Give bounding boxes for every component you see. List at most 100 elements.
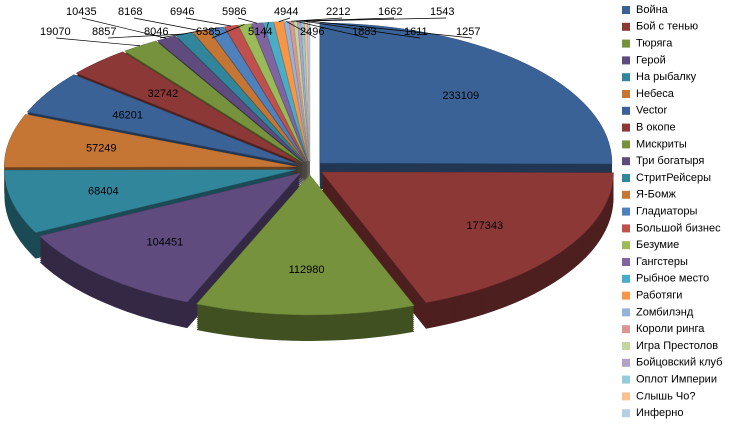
legend-label: Война (636, 4, 669, 16)
slice (26, 74, 299, 165)
legend-label: Я-Бомж (636, 189, 677, 201)
legend-label: СтритРейсеры (636, 172, 711, 184)
leader-line (278, 17, 291, 23)
leader-line (302, 20, 421, 39)
data-label: 5144 (248, 26, 272, 38)
slice (273, 21, 309, 162)
data-label: 68404 (88, 186, 119, 198)
legend-swatch (622, 174, 630, 182)
legend-label: Безумие (636, 239, 679, 251)
legend-swatch (622, 224, 630, 233)
legend-swatch (622, 6, 630, 14)
data-label: 8046 (144, 26, 168, 38)
slice (4, 169, 297, 233)
leader-line (133, 17, 201, 32)
legend-swatch (622, 409, 630, 418)
legend-label: В окопе (636, 122, 676, 134)
data-label: 10435 (66, 6, 97, 18)
slice (75, 51, 301, 164)
leader-line (305, 17, 447, 22)
legend-label: Оплот Империи (636, 374, 717, 386)
slice (196, 174, 415, 316)
legend-swatch (622, 241, 630, 250)
slice (39, 172, 302, 303)
data-label: 46201 (112, 109, 143, 121)
data-label: 6385 (196, 26, 220, 38)
legend-swatch (622, 90, 630, 98)
legend-swatch (622, 56, 630, 65)
leader-line (211, 24, 245, 39)
leader-line (185, 17, 232, 27)
legend-label: Короли ринга (636, 323, 705, 335)
legend-label: Тюряга (636, 38, 673, 50)
legend-label: Работяги (636, 290, 682, 302)
legend-label: Рыбное место (636, 273, 709, 285)
leader-line (81, 17, 167, 39)
legend-label: Игра Престолов (636, 340, 718, 352)
legend-label: Гангстеры (636, 256, 688, 268)
legend-label: Бой с тенью (636, 21, 698, 33)
legend-swatch (622, 22, 630, 31)
legend-swatch (622, 73, 630, 82)
leader-line (159, 27, 217, 39)
legend-label: Три богатыря (636, 155, 704, 167)
leader-line (55, 37, 141, 47)
data-label: 57249 (86, 143, 117, 155)
slice (319, 22, 613, 165)
data-label: 8168 (118, 6, 142, 18)
legend-swatch (622, 123, 630, 132)
legend-label: Бойцовский клуб (636, 357, 722, 369)
data-label: 5986 (222, 6, 246, 18)
legend-swatch (622, 207, 630, 216)
data-label: 1662 (378, 6, 402, 18)
legend-label: Гладиаторы (636, 206, 697, 218)
data-label: 104451 (147, 237, 184, 249)
legend-swatch (622, 358, 630, 367)
legend-swatch (622, 140, 630, 149)
data-label: 1543 (430, 6, 454, 18)
legend-label: Герой (636, 54, 666, 66)
data-label: 6946 (170, 6, 194, 18)
legend-swatch (622, 39, 630, 48)
data-label: 32742 (148, 88, 179, 100)
data-label: 2212 (326, 6, 350, 18)
legend-label: Слышь Чо? (636, 390, 695, 402)
data-label: 19070 (40, 26, 71, 38)
leader-line (107, 33, 185, 39)
legend-swatch (622, 342, 630, 350)
legend-swatch (622, 274, 630, 283)
legend-label: Инферно (636, 407, 683, 419)
data-label: 233109 (442, 90, 479, 102)
legend-swatch (622, 392, 630, 401)
legend-swatch (622, 308, 630, 317)
legend-swatch (622, 375, 630, 384)
slice (237, 23, 308, 162)
data-label: 8857 (92, 26, 116, 38)
legend-label: Vector (636, 105, 668, 117)
legend-swatch (622, 258, 630, 266)
slice (250, 22, 308, 162)
legend-swatch (622, 190, 630, 199)
leader-line (308, 20, 473, 39)
legend-label: Мискриты (636, 138, 687, 150)
data-label: 112980 (289, 264, 325, 276)
leader-line (295, 20, 369, 39)
slice (124, 40, 303, 163)
slice (320, 171, 614, 303)
legend-swatch (622, 106, 630, 115)
legend-label: Zомбилэнд (636, 306, 694, 318)
legend-swatch (622, 291, 630, 300)
legend-label: Большой бизнес (636, 222, 721, 234)
data-label: 1257 (456, 26, 480, 38)
legend: Война Бой с тенью Тюряга Герой На рыбалку Неб… (622, 4, 722, 419)
slice (4, 114, 297, 168)
data-label: 4944 (274, 6, 298, 18)
leader-line (263, 22, 269, 39)
legend-swatch (622, 325, 630, 334)
legend-label: Небеса (636, 88, 675, 100)
data-label: 177343 (466, 220, 503, 232)
legend-swatch (622, 157, 630, 166)
legend-label: На рыбалку (636, 71, 697, 83)
leader-line (237, 17, 258, 24)
